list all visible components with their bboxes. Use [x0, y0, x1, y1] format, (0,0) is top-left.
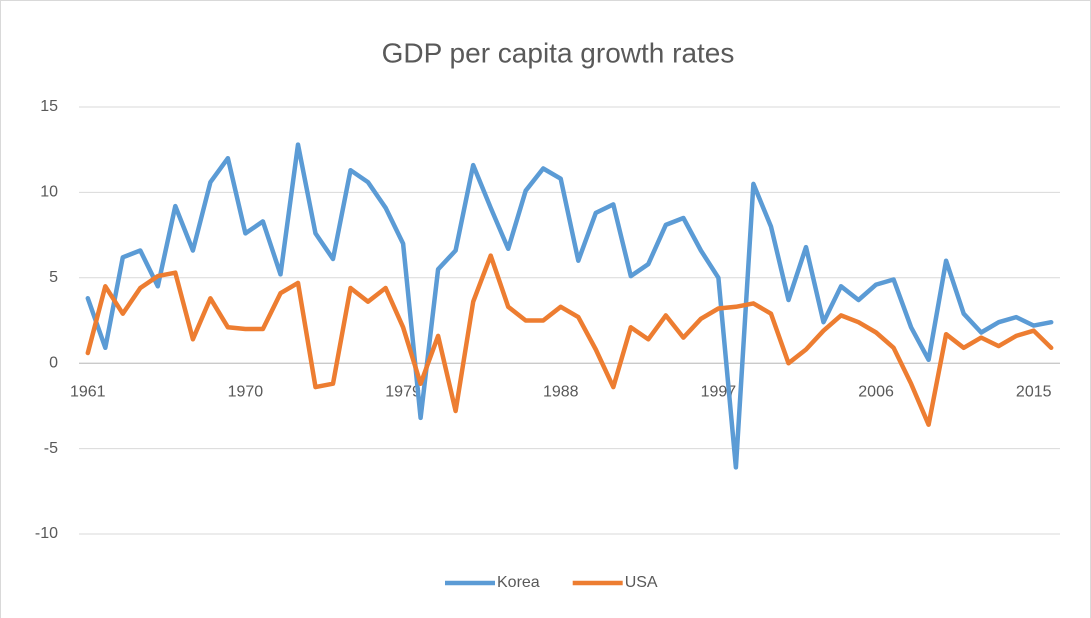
- legend-label: USA: [625, 574, 658, 591]
- y-tick-label: 5: [49, 269, 58, 286]
- series-line: [85, 253, 1054, 427]
- y-tick-label: 15: [40, 98, 58, 115]
- y-tick-label: -10: [35, 525, 58, 542]
- series-line: [85, 142, 1054, 470]
- y-tick-label: 0: [49, 354, 58, 371]
- x-tick-label: 1979: [385, 383, 421, 400]
- x-tick-label: 1970: [228, 383, 264, 400]
- x-tick-label: 2006: [858, 383, 894, 400]
- legend-label: Korea: [497, 574, 540, 591]
- x-tick-label: 1961: [70, 383, 106, 400]
- x-tick-label: 2015: [1016, 383, 1052, 400]
- x-tick-label: 1988: [543, 383, 579, 400]
- y-tick-label: -5: [44, 440, 58, 457]
- y-tick-label: 10: [40, 184, 58, 201]
- chart-title: GDP per capita growth rates: [382, 37, 735, 68]
